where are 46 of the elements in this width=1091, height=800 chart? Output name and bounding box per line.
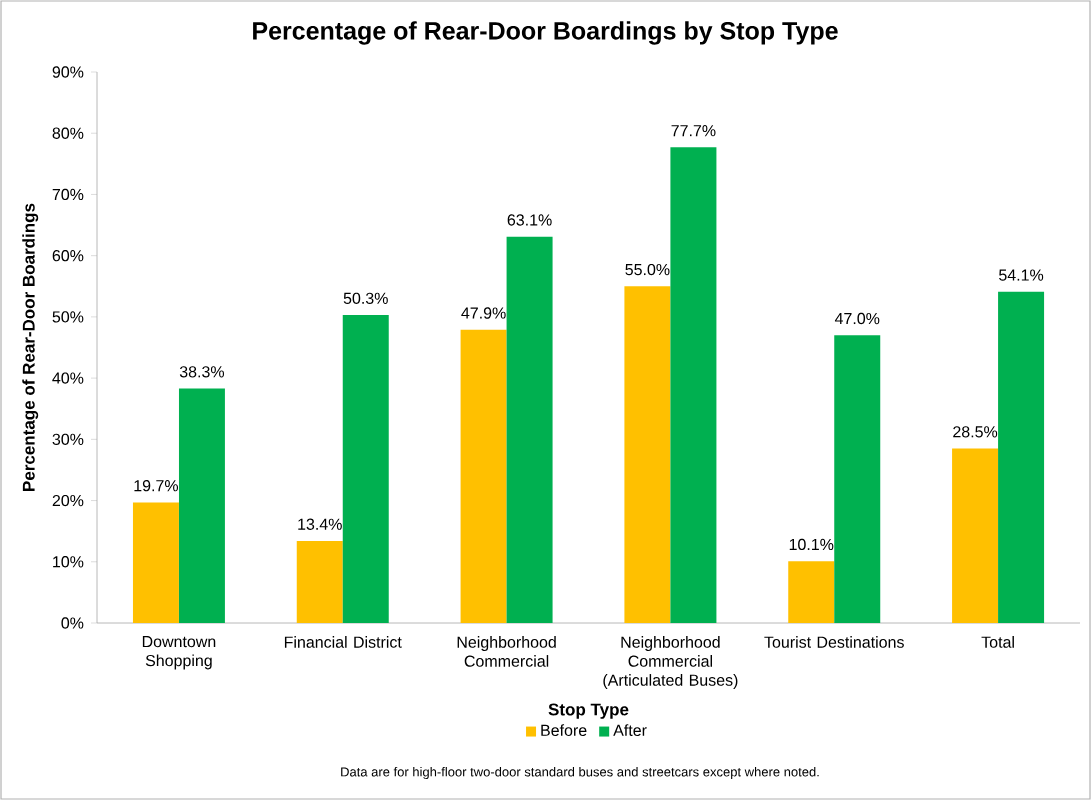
bar <box>952 448 999 623</box>
y-tick-label: 30% <box>52 433 84 445</box>
legend-label: Before <box>541 724 587 736</box>
data-label: 63.1% <box>507 214 552 226</box>
chart-title: Percentage of Rear-Door Boardings by Stop Type <box>253 21 838 45</box>
y-tick-label: 10% <box>53 556 84 568</box>
y-tick-label: 50% <box>52 311 84 323</box>
bar <box>178 388 225 623</box>
bar <box>506 236 553 623</box>
data-label: 19.7% <box>134 480 179 492</box>
data-label: 38.3% <box>179 366 225 378</box>
y-tick-label: 20% <box>52 494 84 507</box>
bar <box>624 286 671 623</box>
y-tick-label: 90% <box>52 66 84 78</box>
x-tick-label: Downtown Shopping <box>142 636 216 670</box>
data-label: 28.5% <box>953 426 998 438</box>
x-tick-label: Neighborhood Commercial (Articulated Buses) <box>603 636 738 689</box>
bar <box>998 291 1045 623</box>
data-label: 47.0% <box>834 312 880 325</box>
bar <box>460 329 507 623</box>
x-tick-label: Tourist Destinations <box>764 636 904 648</box>
y-tick-label: 0% <box>61 617 84 629</box>
bar <box>834 335 881 623</box>
bar <box>296 540 343 623</box>
bar <box>788 561 835 623</box>
data-label: 50.3% <box>343 292 388 304</box>
y-axis-title: Percentage of Rear-Door Boardings <box>22 203 39 491</box>
x-tick-label: Neighborhood Commercial <box>457 636 556 667</box>
y-tick-label: 60% <box>52 250 84 262</box>
bar <box>132 502 179 623</box>
x-axis-title: Stop Type <box>548 703 629 719</box>
y-tick-label: 80% <box>52 127 84 139</box>
data-label: 54.1% <box>999 269 1044 281</box>
data-label: 55.0% <box>625 263 670 276</box>
data-label: 77.7% <box>671 125 716 137</box>
y-tick-label: 70% <box>52 188 84 201</box>
y-tick-label: 40% <box>52 372 84 384</box>
data-label: 10.1% <box>789 538 834 551</box>
x-tick-label: Total <box>981 636 1014 648</box>
data-label: 47.9% <box>461 307 506 319</box>
data-label: 13.4% <box>298 518 342 530</box>
x-tick-label: Financial District <box>284 636 402 648</box>
text: Data are for high-floor two-door standard buses and streetcars except where noted. <box>341 766 819 780</box>
legend-label: After <box>613 724 647 736</box>
bar <box>670 147 717 623</box>
bar <box>342 315 389 623</box>
